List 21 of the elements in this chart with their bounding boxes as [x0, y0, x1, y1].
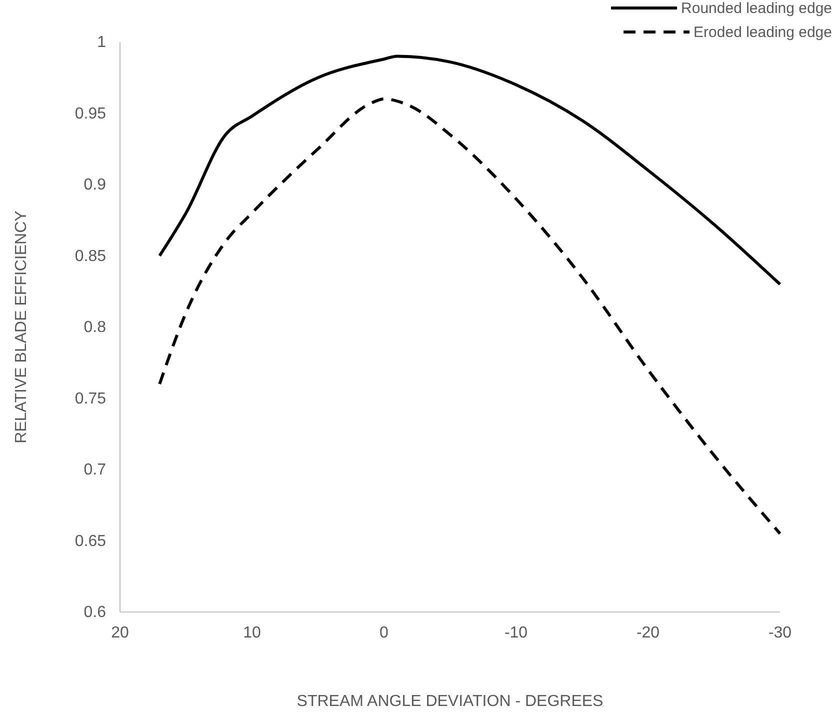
x-tick-label: 10: [243, 624, 261, 642]
line-series: [158, 98, 782, 536]
y-tick-label: 0.65: [74, 532, 106, 550]
legend-label: Eroded leading edge: [694, 24, 832, 41]
y-tick-label: 1: [97, 34, 106, 52]
y-tick-label: 0.75: [74, 390, 106, 408]
legend-label: Rounded leading edge: [681, 0, 832, 17]
x-tick-label: -30: [768, 624, 792, 642]
y-tick-label: 0.8: [84, 319, 106, 336]
x-tick-label: -20: [636, 624, 660, 642]
y-tick-label: 0.9: [84, 176, 106, 194]
line-series: [158, 54, 782, 286]
x-tick-label: -10: [504, 624, 528, 642]
y-tick-label: 0.7: [84, 462, 106, 479]
y-axis-title: RELATIVE BLADE EFFICIENCY: [13, 210, 30, 444]
x-axis-title: STREAM ANGLE DEVIATION - DEGREES: [296, 693, 604, 710]
x-tick-label: 0: [380, 624, 389, 642]
x-tick-label: 20: [111, 624, 129, 642]
y-tick-label: 0.6: [84, 604, 106, 622]
y-tick-label: 0.85: [74, 248, 106, 265]
y-tick-label: 0.95: [74, 105, 106, 122]
